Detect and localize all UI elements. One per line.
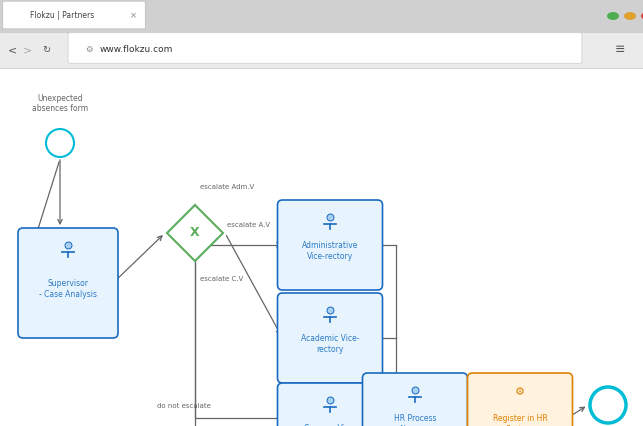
Text: HR Process
Absence: HR Process Absence bbox=[394, 414, 436, 426]
FancyBboxPatch shape bbox=[278, 293, 383, 383]
FancyBboxPatch shape bbox=[278, 383, 383, 426]
Text: do not escalate: do not escalate bbox=[157, 403, 211, 409]
Text: Unexpected
absences form: Unexpected absences form bbox=[32, 94, 88, 113]
FancyBboxPatch shape bbox=[467, 373, 572, 426]
Text: X: X bbox=[190, 227, 200, 239]
Text: ≡: ≡ bbox=[615, 43, 625, 57]
Circle shape bbox=[590, 387, 626, 423]
Text: Supervisor
- Case Analysis: Supervisor - Case Analysis bbox=[39, 279, 97, 299]
Text: >: > bbox=[23, 45, 33, 55]
Text: <: < bbox=[7, 45, 17, 55]
Text: Campus Vice-
rectory: Campus Vice- rectory bbox=[303, 424, 356, 426]
Text: escalate C.V: escalate C.V bbox=[200, 276, 243, 282]
FancyBboxPatch shape bbox=[363, 373, 467, 426]
Text: Flokzu | Partners: Flokzu | Partners bbox=[30, 12, 95, 20]
FancyBboxPatch shape bbox=[18, 228, 118, 338]
FancyBboxPatch shape bbox=[278, 200, 383, 290]
Text: Register in HR
System: Register in HR System bbox=[493, 414, 547, 426]
Text: ×: × bbox=[129, 12, 136, 20]
Circle shape bbox=[46, 129, 74, 157]
Text: Academic Vice-
rectory: Academic Vice- rectory bbox=[301, 334, 359, 354]
Polygon shape bbox=[167, 205, 223, 261]
Text: ⚙: ⚙ bbox=[85, 44, 93, 54]
Text: ↻: ↻ bbox=[42, 45, 50, 55]
Text: escalate A.V: escalate A.V bbox=[227, 222, 270, 228]
Text: ⚙: ⚙ bbox=[515, 387, 525, 397]
Text: www.flokzu.com: www.flokzu.com bbox=[100, 44, 174, 54]
Text: Administrative
Vice-rectory: Administrative Vice-rectory bbox=[302, 241, 358, 261]
Text: escalate Adm.V: escalate Adm.V bbox=[200, 184, 254, 190]
